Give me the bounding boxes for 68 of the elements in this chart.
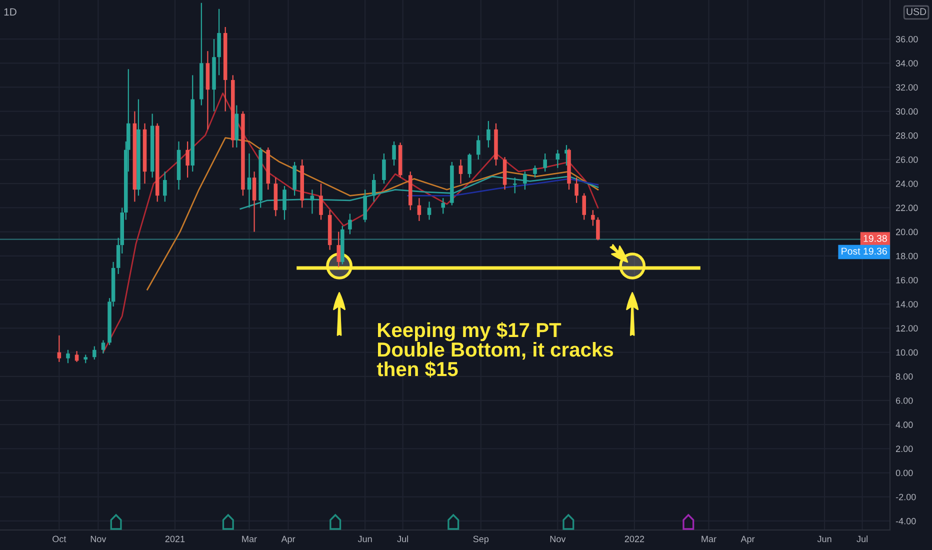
candlestick [101, 340, 106, 354]
x-tick-label: Mar [242, 536, 257, 542]
candlestick [596, 216, 600, 241]
y-tick-label: 36.00 [896, 36, 918, 42]
y-tick-label: 8.00 [896, 373, 913, 380]
x-tick-label: Jul [397, 536, 408, 542]
candlestick [74, 350, 79, 362]
y-tick-label: 14.00 [896, 301, 918, 308]
candlestick [591, 210, 595, 226]
candlestick [441, 198, 445, 214]
candlestick [252, 171, 256, 232]
x-tick-label: 2021 [165, 536, 185, 542]
candlestick [574, 177, 578, 204]
candlestick [392, 140, 396, 166]
candlestick [348, 213, 352, 235]
y-tick-label: 10.00 [896, 349, 918, 356]
candlestick [186, 140, 190, 178]
candlestick [533, 164, 537, 178]
x-tick-label: Mar [702, 536, 716, 542]
candlestick [458, 158, 463, 184]
candlestick [476, 134, 480, 160]
x-tick-label: Jun [817, 536, 832, 542]
y-tick-label: 16.00 [896, 276, 918, 284]
y-tick-label: 2.00 [896, 446, 913, 452]
x-tick-label: Nov [550, 536, 566, 542]
y-tick-label: 28.00 [896, 132, 918, 139]
annotation: Post 19.36 [842, 248, 887, 255]
y-tick-label: 20.00 [896, 228, 918, 236]
y-tick-label: 26.00 [896, 156, 918, 163]
y-tick-label: 12.00 [896, 325, 918, 332]
y-tick-label: 30.00 [896, 108, 918, 115]
y-tick-label: 22.00 [896, 204, 918, 212]
y-tick-label: -2.00 [896, 494, 916, 500]
y-tick-label: 18.00 [896, 252, 918, 260]
x-tick-label: Jul [856, 536, 868, 542]
candlestick [427, 201, 432, 220]
text: 1D [4, 8, 16, 16]
x-tick-label: Jun [358, 536, 372, 542]
candlestick [92, 346, 96, 360]
y-tick-label: 34.00 [896, 60, 918, 66]
x-tick-label: Sep [473, 536, 489, 544]
ref-line-label: 19.38 [864, 235, 887, 242]
candlestick [582, 192, 586, 220]
candlestick [468, 152, 472, 178]
candlestick [556, 149, 560, 169]
candlestick [66, 349, 70, 364]
candlestick [57, 334, 62, 362]
x-tick-label: Apr [740, 536, 755, 544]
candlestick [417, 198, 422, 222]
x-tick-label: 2022 [624, 536, 644, 542]
y-tick-label: 24.00 [896, 180, 918, 187]
candlestick [543, 152, 547, 172]
y-tick-label: 0.00 [896, 470, 913, 476]
y-tick-label: 32.00 [896, 84, 918, 91]
x-tick-label: Apr [281, 536, 296, 544]
annotation: Keeping my $17 PT Double Bottom, it cracks then $15 [376, 322, 614, 378]
candlestick [319, 183, 323, 220]
y-tick-label: 6.00 [896, 397, 913, 404]
candlestick [382, 152, 386, 184]
candlestick [486, 120, 490, 148]
y-tick-label: -4.00 [896, 518, 916, 524]
x-tick-label: Oct [52, 536, 66, 542]
x-tick-label: Nov [90, 536, 106, 542]
candlestick [336, 231, 341, 268]
candlestick [163, 171, 167, 202]
y-axis-title: USD [906, 8, 926, 16]
y-tick-label: 4.00 [896, 422, 913, 428]
line-series [146, 137, 599, 290]
